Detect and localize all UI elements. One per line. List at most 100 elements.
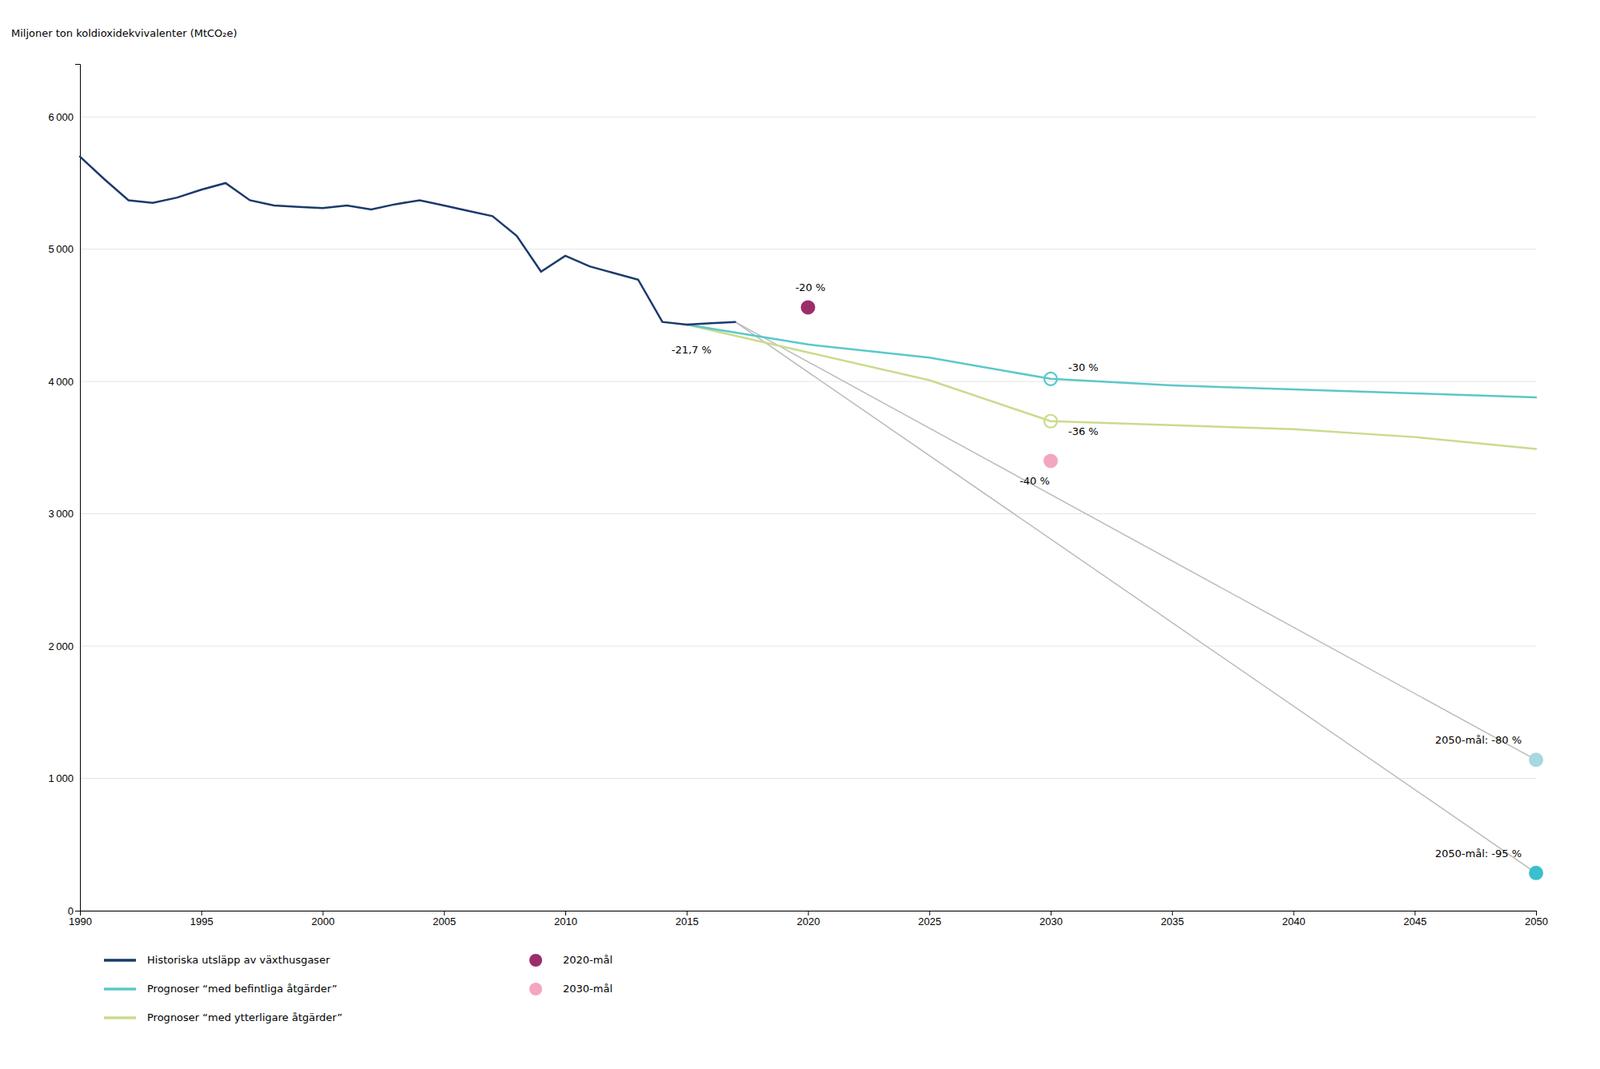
grid-line [79,646,1537,647]
x-tick-mark [565,910,567,916]
x-tick-label: 2025 [917,915,942,928]
grid-line [79,513,1537,515]
x-tick-mark [686,910,688,916]
marks [79,156,1544,881]
marker-open [1044,414,1058,428]
x-tick-label: 2045 [1403,915,1427,928]
x-tick-mark [808,910,810,916]
series-line [686,324,1537,450]
legend-swatch [103,1016,136,1020]
annotation: -36 % [1068,425,1099,438]
x-tick-mark [1172,910,1174,916]
x-tick: 2040 [1282,910,1306,928]
x-tick-label: 2040 [1282,915,1306,928]
x-tick: 2015 [675,910,699,928]
y-axis-line [75,64,81,912]
legend-swatch [529,982,543,996]
legend-item: Prognoser “med befintliga åtgärder” [103,982,338,995]
legend-swatch [529,953,543,967]
point [1528,752,1544,767]
x-tick-label: 2020 [797,915,821,928]
x-tick: 2000 [311,910,336,928]
x-tick-label: 2015 [675,915,699,928]
annotation: 2050-mål: -80 % [1435,734,1522,747]
x-tick-mark [443,910,445,916]
x-tick-label: 2005 [432,915,456,928]
legend-item: Historiska utsläpp av växthusgaser [103,953,331,966]
y-tick: 0 [67,905,80,918]
y-tick: 6 000 [47,111,80,124]
x-tick-mark [1050,910,1052,916]
x-tick-label: 2035 [1161,915,1185,928]
x-tick-label: 2010 [554,915,578,928]
x-tick-label: 1990 [68,915,92,928]
legend-label: 2030-mål [562,982,613,995]
x-tick-label: 1995 [190,915,214,928]
y-tick-label: 2 000 [47,640,74,653]
guide-line [734,322,1537,874]
plot: 1990 1995 2000 2005 2010 2015 2020 2025 2030 2035… [11,27,1549,1024]
legend-label: Prognoser “med ytterligare åtgärder” [147,1011,343,1024]
annotation: -30 % [1068,361,1099,374]
y-tick: 5 000 [47,243,80,256]
legend: Historiska utsläpp av växthusgaser Progno… [103,953,613,1024]
x-tick: 1995 [190,910,214,928]
y-axis-title: Miljoner ton koldioxidekvivalenter (MtCO… [11,27,238,40]
x-tick: 2005 [432,910,456,928]
legend-item: 2020-mål [529,953,613,968]
x-axis-line [80,911,1537,917]
x-tick: 2020 [797,910,821,928]
x-tick-mark [1414,910,1416,916]
x-tick-mark [201,910,203,916]
grid-line [79,381,1537,383]
annotation: 2050-mål: -95 % [1435,847,1522,860]
y-tick-label: 3 000 [47,507,74,520]
legend-item: 2030-mål [529,982,613,997]
y-tick: 2 000 [47,640,80,653]
x-tick-mark [1536,910,1537,916]
x-tick: 2050 [1524,910,1549,928]
x-tick: 2045 [1403,910,1427,928]
x-tick: 2010 [554,910,578,928]
chart: 1990 1995 2000 2005 2010 2015 2020 2025 2030 2035… [0,0,1600,1069]
x-tick-label: 2050 [1524,915,1549,928]
annotation: -21,7 % [671,343,712,356]
y-tick-label: 5 000 [47,243,74,256]
y-axis: 0 1 000 2 000 3 000 4 000 5 000 6 000 [47,64,80,918]
series-line [79,156,735,325]
grid-line [79,778,1537,779]
point [1043,453,1058,468]
y-tick: 4 000 [47,375,80,388]
x-tick-mark [323,910,324,916]
point [1528,865,1544,881]
x-tick: 2030 [1039,910,1063,928]
x-tick: 2025 [917,910,942,928]
point [801,299,816,315]
x-tick-label: 2000 [311,915,336,928]
y-tick-label: 0 [67,905,74,918]
x-axis: 1990 1995 2000 2005 2010 2015 2020 2025 2030 2035… [68,910,1549,928]
x-tick-mark [929,910,930,916]
annotation: -40 % [1019,474,1050,487]
legend-swatch [103,987,136,991]
series-line [686,324,1537,398]
y-tick: 3 000 [47,507,80,520]
marker-open [1044,372,1058,386]
y-tick-label: 1 000 [47,772,74,785]
legend-swatch [103,958,136,962]
y-tick: 1 000 [47,772,80,785]
grid [79,116,1537,911]
legend-label: Historiska utsläpp av växthusgaser [147,953,331,966]
legend-item: Prognoser “med ytterligare åtgärder” [103,1011,343,1024]
legend-label: 2020-mål [562,953,613,966]
grid-line [79,248,1537,250]
x-tick-label: 2030 [1039,915,1063,928]
y-tick-label: 6 000 [47,111,74,124]
annotation: -20 % [795,281,826,294]
x-tick-mark [1293,910,1295,916]
guide-line [734,322,1537,761]
annotations: -20 % -40 % -30 % -36 % -21,7 % 2050-mål: -80… [671,281,1522,859]
y-tick-label: 4 000 [47,375,74,388]
legend-label: Prognoser “med befintliga åtgärder” [147,982,338,995]
x-tick: 2035 [1161,910,1185,928]
